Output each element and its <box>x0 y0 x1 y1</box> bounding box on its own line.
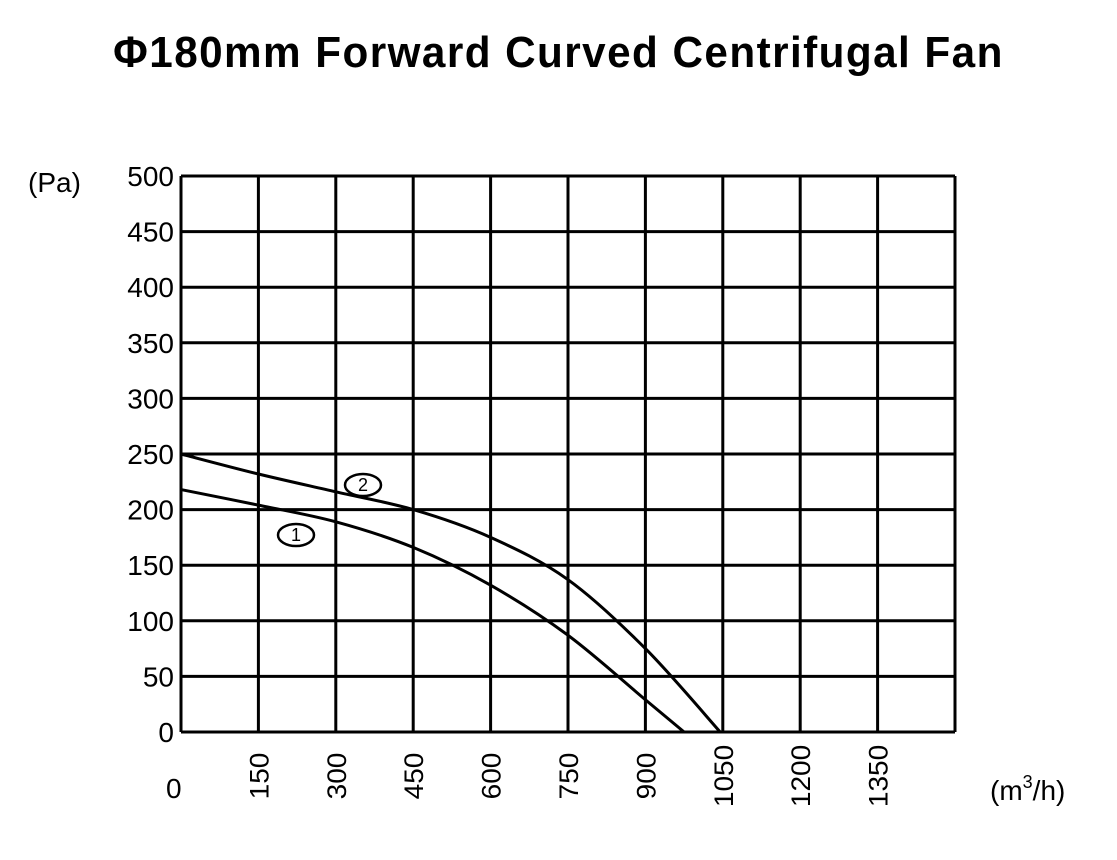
y-tick-label: 200 <box>127 495 174 526</box>
x-axis-origin: 0 <box>166 773 182 804</box>
curve-marker-c1 <box>276 522 316 548</box>
x-tick-label: 1200 <box>786 745 816 807</box>
curve-marker-label: 1 <box>291 525 301 545</box>
y-tick-label: 150 <box>127 550 174 581</box>
curves <box>180 452 722 734</box>
curve-2 <box>180 452 722 734</box>
y-tick-label: 300 <box>127 383 174 414</box>
y-tick-label: 0 <box>158 717 174 748</box>
x-tick-label: 1350 <box>863 745 893 807</box>
x-tick-label: 150 <box>244 753 274 800</box>
curve-marker-c2 <box>343 472 383 498</box>
x-tick-label: 450 <box>399 753 429 800</box>
y-tick-label: 350 <box>127 328 174 359</box>
y-tick-label: 400 <box>127 272 174 303</box>
x-tick-label: 1050 <box>708 745 738 807</box>
curve-1 <box>180 488 686 734</box>
x-axis-ticks: 150 300 450 600 750 900 1050 1200 1350 <box>244 745 893 807</box>
y-tick-label: 50 <box>143 661 174 692</box>
x-tick-label: 600 <box>476 753 506 800</box>
grid <box>179 174 957 734</box>
y-tick-label: 250 <box>127 439 174 470</box>
y-tick-label: 450 <box>127 217 174 248</box>
y-tick-label: 100 <box>127 606 174 637</box>
y-axis-unit: (Pa) <box>28 167 81 198</box>
curve-markers: 12 <box>276 472 383 548</box>
curve-marker-label: 2 <box>358 475 368 495</box>
x-tick-label: 300 <box>321 753 351 800</box>
y-axis-ticks: 0 50 100 150 200 250 300 350 400 450 500 <box>127 161 174 748</box>
y-tick-label: 500 <box>127 161 174 192</box>
x-tick-label: 900 <box>631 753 661 800</box>
chart-title: Φ180mm Forward Curved Centrifugal Fan <box>113 28 1004 77</box>
x-tick-label: 750 <box>554 753 584 800</box>
x-axis-unit: (m3/h) <box>990 772 1065 806</box>
